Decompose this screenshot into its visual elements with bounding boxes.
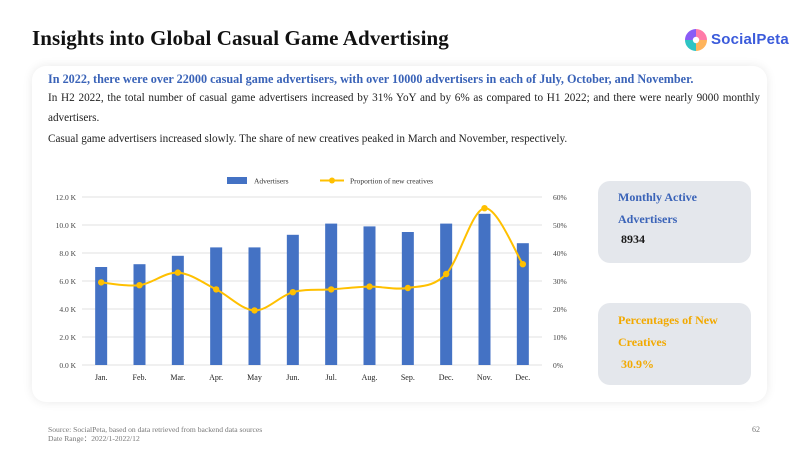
line-point	[136, 282, 143, 289]
bar	[171, 255, 184, 365]
line-point	[442, 270, 450, 278]
kpi-card-monthly-advertisers: Monthly Active Advertisers 8934	[598, 181, 751, 263]
x-tick-label: Dec.	[515, 373, 530, 382]
date-range-text: Date Range：2022/1-2022/12	[48, 434, 140, 443]
advertisers-chart: 0.0 K 0% 2.0 K 10% 4.0 K 20% 6.0 K 30% 8.0 K 40% 1…	[56, 177, 567, 383]
summary-paragraph-1: In H2 2022, the total number of casual g…	[48, 92, 760, 124]
line-point	[366, 283, 373, 290]
x-tick-label: Nov.	[477, 373, 492, 382]
page-number: 62	[752, 425, 760, 434]
y-tick-label: 0.0 K	[59, 361, 76, 370]
bar	[363, 226, 376, 365]
kpi-label: Percentages of New Creatives	[618, 313, 718, 349]
legend-swatch-point	[329, 177, 335, 184]
summary-headline: In 2022, there were over 22000 casual ga…	[48, 72, 694, 86]
y-tick-label: 10.0 K	[56, 221, 77, 230]
line-point	[174, 269, 182, 276]
bar	[325, 223, 338, 365]
x-tick-label: May	[247, 373, 262, 382]
line-point	[519, 261, 527, 268]
kpi-card-new-creatives: Percentages of New Creatives 30.9%	[598, 303, 751, 385]
y2-tick-label: 40%	[553, 249, 567, 258]
socialpeta-logo-icon	[685, 29, 707, 51]
kpi-label: Monthly Active Advertisers	[618, 190, 697, 226]
line-point	[97, 279, 105, 286]
y2-tick-label: 60%	[553, 193, 567, 202]
legend-swatch-bar	[227, 177, 247, 184]
bar	[95, 267, 108, 365]
bar	[478, 213, 491, 365]
y2-tick-label: 0%	[553, 361, 563, 370]
y-tick-label: 4.0 K	[59, 305, 76, 314]
y-tick-label: 2.0 K	[59, 333, 76, 342]
x-tick-label: Dec.	[439, 373, 454, 382]
legend-label: Proportion of new creatives	[350, 177, 433, 186]
x-tick-label: Jun.	[286, 373, 299, 382]
x-tick-label: Mar.	[170, 373, 185, 382]
source-text: Source: SocialPeta, based on data retrie…	[48, 425, 263, 434]
y2-tick-label: 30%	[553, 277, 567, 286]
x-tick-label: Sep.	[401, 373, 415, 382]
x-tick-label: Jul.	[325, 373, 336, 382]
x-tick-label: Jan.	[95, 373, 108, 382]
line-point	[251, 307, 258, 314]
y-tick-label: 12.0 K	[56, 193, 77, 202]
bar	[248, 247, 261, 365]
slide-title: Insights into Global Casual Game Adverti…	[32, 26, 449, 50]
y2-tick-label: 10%	[553, 333, 567, 342]
kpi-value: 30.9%	[621, 357, 654, 371]
bar	[133, 264, 146, 365]
x-tick-label: Apr.	[209, 373, 223, 382]
line-point	[212, 286, 220, 293]
legend-label: Advertisers	[254, 177, 289, 186]
x-tick-label: Aug.	[362, 373, 378, 382]
bar	[286, 234, 299, 365]
series-line	[101, 207, 524, 312]
y-tick-label: 6.0 K	[59, 277, 76, 286]
logo-text: SocialPeta	[711, 31, 789, 48]
line-point	[327, 286, 335, 293]
kpi-value: 8934	[621, 232, 645, 246]
y2-tick-label: 20%	[553, 305, 567, 314]
x-tick-label: Feb.	[133, 373, 147, 382]
bar	[516, 243, 529, 365]
bar	[401, 232, 414, 365]
summary-paragraph-2: Casual game advertisers increased slowly…	[48, 133, 568, 145]
line-point	[481, 205, 488, 212]
bar	[440, 223, 453, 365]
footer-source: Source: SocialPeta, based on data retrie…	[48, 425, 262, 443]
socialpeta-logo: SocialPeta	[684, 28, 794, 54]
y-tick-label: 8.0 K	[59, 249, 76, 258]
line-point	[289, 289, 297, 296]
bar	[210, 247, 223, 365]
y2-tick-label: 50%	[553, 221, 567, 230]
line-point	[404, 284, 412, 292]
